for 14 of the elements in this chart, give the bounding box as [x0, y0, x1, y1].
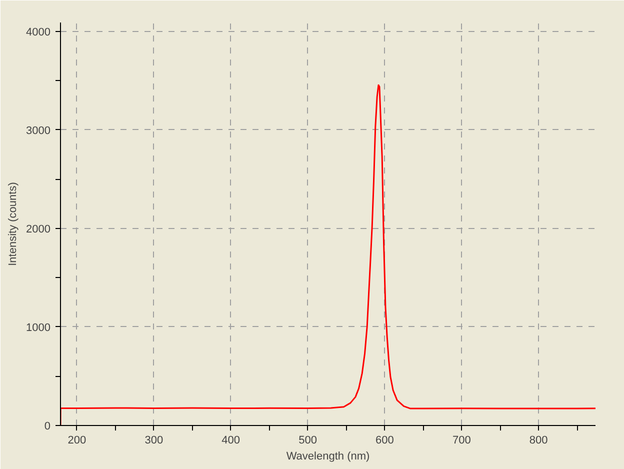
y-tick-label: 0 [44, 420, 51, 432]
x-tick-label: 500 [298, 434, 317, 446]
x-tick-label: 700 [452, 434, 471, 446]
x-tick-label: 300 [144, 434, 164, 446]
x-tick-label: 200 [68, 434, 86, 446]
y-tick-label: 2000 [26, 223, 51, 236]
x-tick-label: 800 [529, 434, 548, 446]
x-tick-label: 400 [222, 434, 240, 446]
x-tick-label: 600 [376, 434, 394, 446]
y-tick-label: 3000 [26, 124, 51, 137]
y-tick-label: 4000 [26, 26, 51, 38]
y-tick-label: 1000 [26, 322, 51, 334]
x-axis-title: Wavelength (nm) [286, 450, 370, 462]
y-axis-title: Intensity (counts) [7, 182, 20, 266]
